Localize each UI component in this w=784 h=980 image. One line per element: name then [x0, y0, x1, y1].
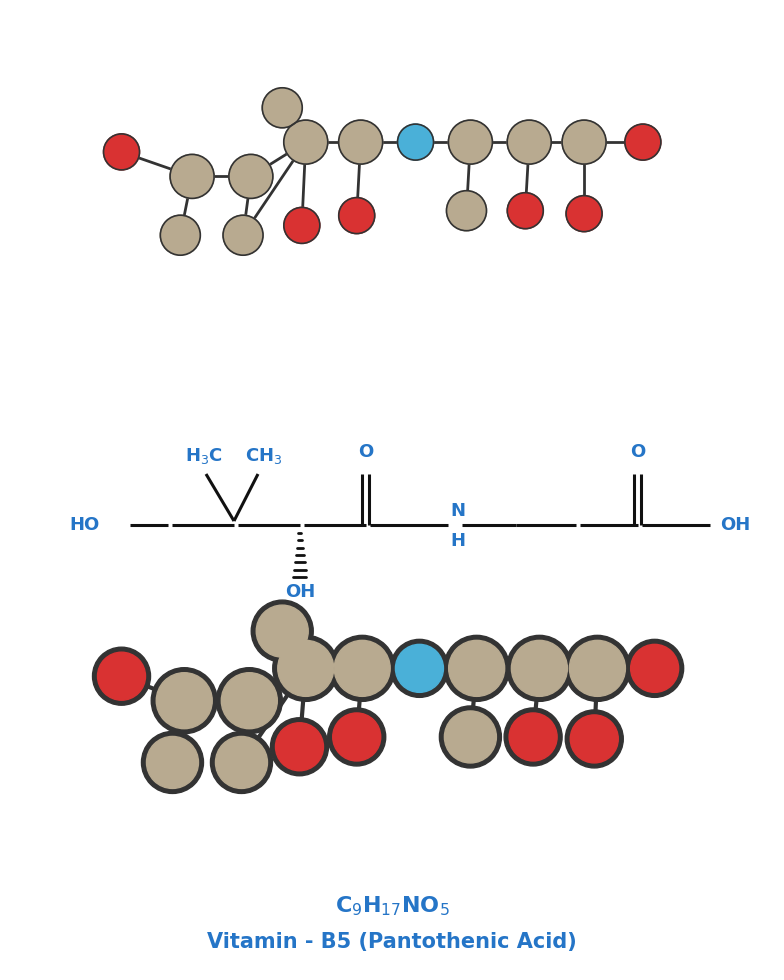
Text: CH$_3$: CH$_3$: [245, 446, 283, 466]
Text: H$_3$C: H$_3$C: [185, 446, 223, 466]
Circle shape: [390, 639, 448, 698]
Circle shape: [445, 710, 496, 763]
Circle shape: [210, 731, 273, 794]
Text: C$_9$H$_{17}$NO$_5$: C$_9$H$_{17}$NO$_5$: [335, 894, 449, 918]
Circle shape: [223, 216, 263, 255]
Circle shape: [339, 121, 383, 164]
Circle shape: [511, 640, 568, 697]
Circle shape: [504, 708, 562, 766]
Circle shape: [170, 155, 214, 198]
Circle shape: [630, 645, 679, 692]
Circle shape: [284, 121, 328, 164]
Text: OH: OH: [285, 583, 315, 601]
Circle shape: [569, 640, 626, 697]
Circle shape: [332, 713, 381, 760]
Circle shape: [626, 639, 684, 698]
Text: OH: OH: [720, 516, 750, 534]
Circle shape: [562, 121, 606, 164]
Circle shape: [444, 635, 510, 702]
Circle shape: [103, 134, 140, 170]
Circle shape: [270, 717, 328, 776]
Text: Vitamin - B5 (Pantothenic Acid): Vitamin - B5 (Pantothenic Acid): [207, 932, 577, 952]
Circle shape: [506, 635, 572, 702]
Circle shape: [448, 121, 492, 164]
Circle shape: [278, 640, 334, 697]
Circle shape: [275, 723, 324, 770]
Circle shape: [216, 667, 282, 734]
Circle shape: [448, 640, 505, 697]
Circle shape: [93, 647, 151, 706]
Circle shape: [564, 635, 630, 702]
Circle shape: [446, 191, 487, 230]
Circle shape: [273, 635, 339, 702]
Circle shape: [141, 731, 204, 794]
Circle shape: [566, 196, 602, 231]
Text: O: O: [358, 443, 374, 461]
Circle shape: [395, 645, 444, 692]
Circle shape: [229, 155, 273, 198]
Circle shape: [439, 706, 502, 768]
Circle shape: [625, 124, 661, 160]
Circle shape: [507, 121, 551, 164]
Circle shape: [570, 715, 619, 762]
Circle shape: [329, 635, 395, 702]
Text: HO: HO: [70, 516, 100, 534]
Text: N: N: [450, 502, 465, 520]
Circle shape: [151, 667, 217, 734]
Circle shape: [160, 216, 201, 255]
Circle shape: [156, 672, 212, 729]
Circle shape: [509, 713, 557, 760]
Circle shape: [565, 710, 623, 768]
Circle shape: [397, 124, 434, 160]
Text: H: H: [450, 532, 465, 550]
Circle shape: [334, 640, 390, 697]
Text: O: O: [630, 443, 646, 461]
Circle shape: [339, 198, 375, 233]
Circle shape: [251, 600, 314, 662]
Circle shape: [216, 736, 267, 789]
Circle shape: [256, 605, 308, 658]
Circle shape: [262, 88, 303, 127]
Circle shape: [284, 208, 320, 243]
Circle shape: [97, 653, 146, 700]
Circle shape: [147, 736, 198, 789]
Circle shape: [507, 193, 543, 228]
Circle shape: [328, 708, 386, 766]
Circle shape: [221, 672, 278, 729]
